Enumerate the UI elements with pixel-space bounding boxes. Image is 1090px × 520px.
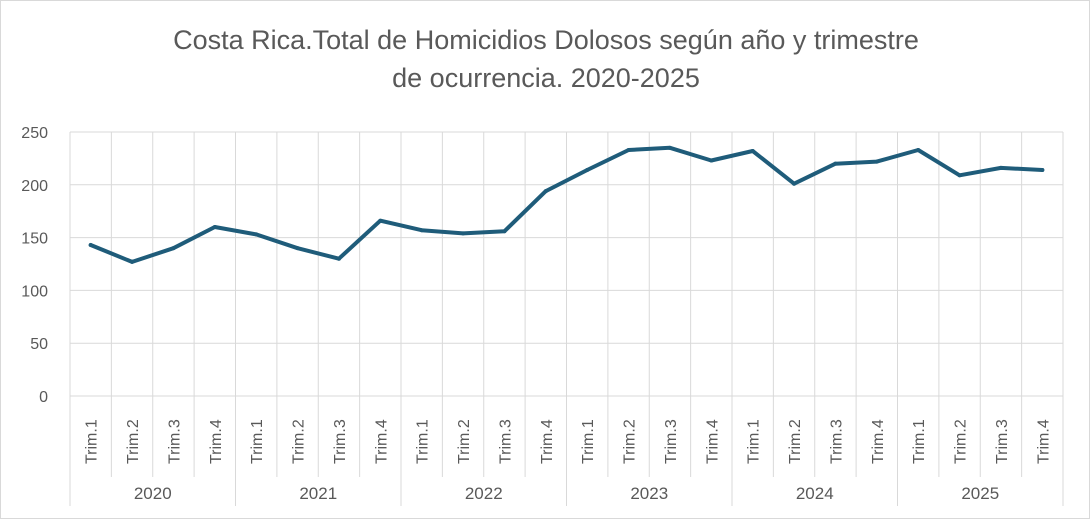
year-label: 2023 xyxy=(630,484,668,503)
y-tick-label: 150 xyxy=(21,231,48,248)
chart-title: Costa Rica.Total de Homicidios Dolosos s… xyxy=(1,21,1090,97)
data-point xyxy=(88,242,93,247)
data-point xyxy=(998,165,1003,170)
x-tick-label: Trim.3 xyxy=(994,419,1011,464)
x-tick-label: Trim.2 xyxy=(622,419,639,464)
data-point xyxy=(171,246,176,251)
chart-title-line-2: de ocurrencia. 2020-2025 xyxy=(392,63,700,93)
year-label: 2022 xyxy=(465,484,503,503)
x-tick-label: Trim.1 xyxy=(84,419,101,464)
x-tick-label: Trim.2 xyxy=(125,419,142,464)
data-point xyxy=(461,231,466,236)
x-tick-label: Trim.3 xyxy=(828,419,845,464)
series-line xyxy=(88,145,1045,264)
data-point xyxy=(585,168,590,173)
x-tick-label: Trim.3 xyxy=(497,419,514,464)
y-tick-label: 200 xyxy=(21,178,48,195)
x-tick-label: Trim.2 xyxy=(456,419,473,464)
x-tick-label: Trim.1 xyxy=(746,419,763,464)
data-point xyxy=(750,149,755,154)
data-point xyxy=(336,256,341,261)
x-tick-label: Trim.4 xyxy=(373,419,390,464)
data-point xyxy=(254,232,259,237)
y-tick-label: 100 xyxy=(21,283,48,300)
year-label: 2021 xyxy=(299,484,337,503)
data-point xyxy=(378,218,383,223)
y-tick-label: 0 xyxy=(39,389,48,406)
data-point xyxy=(212,225,217,230)
category-axis: Trim.1 Trim.2 Trim.3 Trim.4 Trim.1 Trim.2 Trim… xyxy=(84,419,1053,503)
data-point xyxy=(295,246,300,251)
x-tick-label: Trim.1 xyxy=(249,419,266,464)
data-point xyxy=(957,173,962,178)
x-tick-label: Trim.3 xyxy=(663,419,680,464)
x-tick-label: Trim.1 xyxy=(911,419,928,464)
data-point xyxy=(709,158,714,163)
x-tick-label: Trim.1 xyxy=(415,419,432,464)
x-tick-label: Trim.4 xyxy=(704,419,721,464)
x-tick-label: Trim.4 xyxy=(1035,419,1052,464)
chart-title-line-1: Costa Rica.Total de Homicidios Dolosos s… xyxy=(173,25,919,55)
data-point xyxy=(1040,168,1045,173)
data-point xyxy=(502,229,507,234)
data-point xyxy=(916,147,921,152)
series-layer xyxy=(88,145,1045,264)
x-tick-label: Trim.2 xyxy=(291,419,308,464)
x-tick-label: Trim.3 xyxy=(166,419,183,464)
year-label: 2020 xyxy=(134,484,172,503)
x-tick-label: Trim.2 xyxy=(787,419,804,464)
x-tick-label: Trim.1 xyxy=(580,419,597,464)
y-tick-label: 50 xyxy=(30,336,48,353)
data-point xyxy=(543,189,548,194)
data-point xyxy=(833,161,838,166)
year-label: 2024 xyxy=(796,484,834,503)
y-axis: 0 50 100 150 200 250 xyxy=(21,125,48,406)
gridlines xyxy=(69,131,1064,506)
data-point xyxy=(419,228,424,233)
x-tick-label: Trim.4 xyxy=(208,419,225,464)
data-point xyxy=(667,145,672,150)
x-tick-label: Trim.2 xyxy=(953,419,970,464)
data-point xyxy=(626,147,631,152)
y-tick-label: 250 xyxy=(21,125,48,142)
data-point xyxy=(792,181,797,186)
data-point xyxy=(130,259,135,264)
data-point xyxy=(874,159,879,164)
x-tick-label: Trim.4 xyxy=(539,419,556,464)
x-tick-label: Trim.4 xyxy=(870,419,887,464)
year-label: 2025 xyxy=(961,484,999,503)
x-tick-label: Trim.3 xyxy=(332,419,349,464)
